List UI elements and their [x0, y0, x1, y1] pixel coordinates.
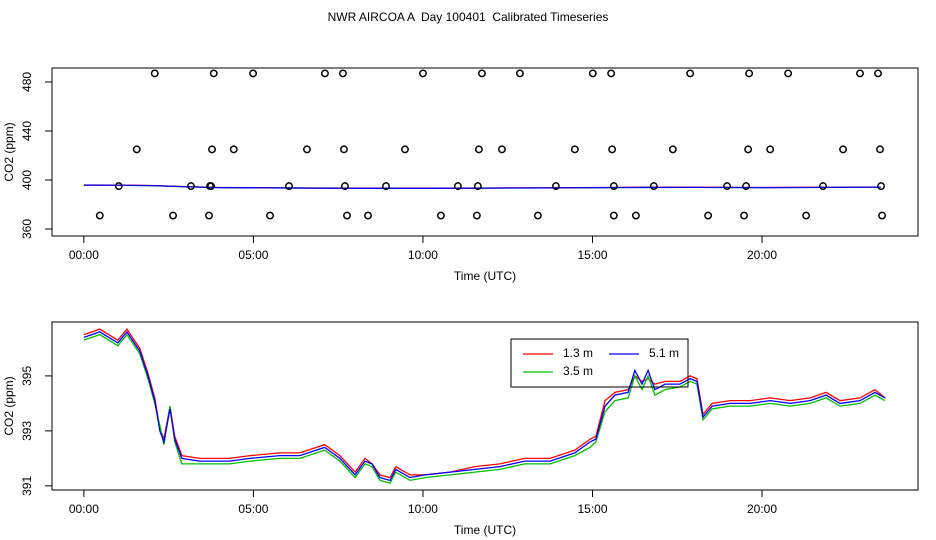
x-tick-label: 05:00	[238, 248, 268, 262]
y-tick-label: 440	[20, 121, 34, 141]
y-tick-label: 395	[20, 366, 34, 386]
data-point	[303, 145, 311, 154]
data-point	[209, 69, 218, 78]
data-point	[205, 211, 213, 220]
data-point	[266, 211, 274, 220]
data-point	[874, 69, 882, 78]
figure-title: NWR AIRCOA A Day 100401 Calibrated Times…	[328, 10, 609, 24]
legend-label: 1.3 m	[563, 346, 593, 360]
data-point	[401, 145, 409, 154]
data-point	[498, 145, 506, 154]
data-point	[341, 182, 349, 191]
data-point	[436, 211, 445, 220]
series-line	[83, 330, 886, 482]
data-point	[608, 145, 617, 154]
data-point	[607, 69, 616, 78]
x-tick-label: 05:00	[238, 502, 268, 516]
data-point	[114, 182, 123, 191]
x-tick-label: 00:00	[69, 502, 99, 516]
data-point	[477, 69, 486, 78]
y-axis-label: CO2 (ppm)	[2, 376, 16, 435]
data-point	[631, 211, 640, 220]
data-point	[588, 69, 597, 78]
data-point	[877, 182, 885, 191]
data-point	[473, 182, 482, 191]
data-point	[364, 211, 372, 220]
data-point	[686, 69, 695, 78]
data-point	[132, 145, 141, 154]
data-point	[668, 145, 677, 154]
data-point	[150, 69, 159, 78]
y-tick-label: 393	[20, 421, 34, 441]
data-point	[876, 145, 884, 154]
x-tick-label: 15:00	[577, 502, 607, 516]
data-point	[418, 69, 427, 78]
data-point	[784, 69, 793, 78]
series-line	[83, 328, 886, 479]
data-point	[321, 69, 329, 78]
data-point	[249, 69, 258, 78]
data-point	[704, 211, 713, 220]
x-tick-label: 10:00	[408, 502, 438, 516]
x-tick-label: 20:00	[747, 502, 777, 516]
data-point	[819, 182, 828, 191]
data-point	[229, 145, 238, 154]
data-point	[515, 69, 524, 78]
data-point	[285, 182, 293, 191]
data-point	[609, 211, 618, 220]
data-point	[570, 145, 579, 154]
data-point	[208, 145, 216, 154]
data-point	[839, 145, 848, 154]
data-point	[551, 182, 560, 191]
data-point	[723, 182, 732, 191]
series-line	[83, 184, 881, 189]
y-axis-label: CO2 (ppm)	[2, 122, 16, 181]
data-point	[187, 182, 195, 191]
plot-frame	[51, 67, 919, 237]
data-point	[382, 182, 390, 191]
data-point	[95, 211, 104, 220]
data-point	[649, 182, 658, 191]
x-axis-label: Time (UTC)	[454, 523, 516, 537]
x-tick-label: 15:00	[577, 248, 607, 262]
data-point	[766, 145, 775, 154]
data-point	[472, 211, 481, 220]
data-point	[609, 182, 618, 191]
data-point	[169, 211, 178, 220]
x-axis-label: Time (UTC)	[454, 269, 516, 283]
legend-frame	[510, 338, 689, 388]
data-point	[878, 211, 887, 220]
y-tick-label: 360	[20, 219, 34, 239]
data-point	[856, 69, 864, 78]
data-point	[740, 211, 749, 220]
data-point	[742, 182, 751, 191]
data-point	[453, 182, 462, 191]
x-tick-label: 10:00	[408, 248, 438, 262]
y-tick-label: 400	[20, 170, 34, 190]
data-point	[744, 145, 753, 154]
data-point	[207, 182, 215, 191]
data-point	[343, 211, 351, 220]
legend-label: 3.5 m	[563, 364, 593, 378]
data-point	[533, 211, 542, 220]
data-point	[339, 145, 348, 154]
x-tick-label: 00:00	[69, 248, 99, 262]
data-point	[338, 69, 347, 78]
y-tick-label: 480	[20, 72, 34, 92]
plot-frame	[51, 321, 919, 491]
data-point	[745, 69, 754, 78]
data-point	[802, 211, 811, 220]
legend-label: 5.1 m	[649, 346, 679, 360]
y-tick-label: 391	[20, 476, 34, 496]
x-tick-label: 20:00	[747, 248, 777, 262]
data-point	[474, 145, 483, 154]
